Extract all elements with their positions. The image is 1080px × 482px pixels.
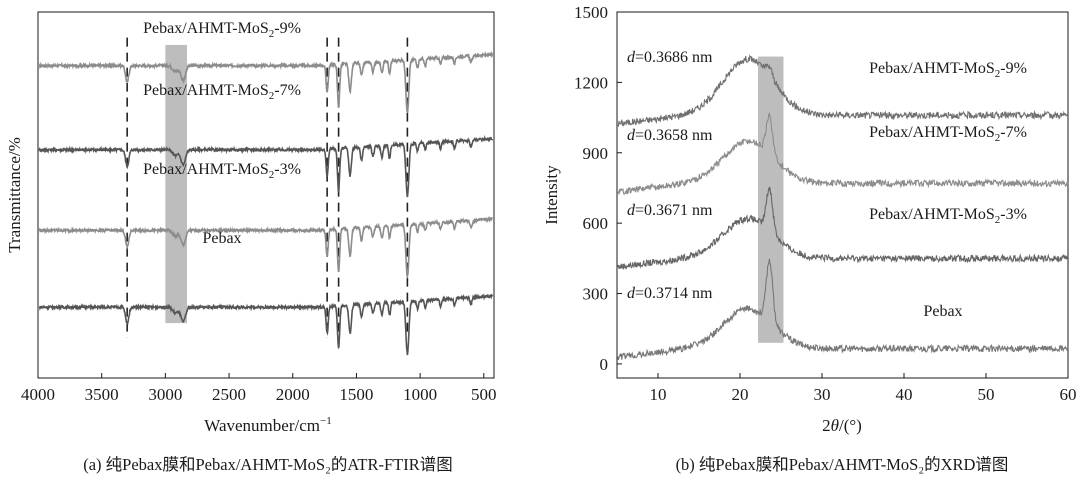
ftir-band-rect <box>165 44 188 324</box>
ftir-x-tick-label-6: 1000 <box>403 385 437 404</box>
ftir-series-labels: Pebax/AHMT-MoS2-9% Pebax/AHMT-MoS2-7% Peba… <box>143 20 301 247</box>
ftir-x-axis-title: Wavenumber/cm−1 <box>204 415 331 435</box>
xrd-y-tick-label-5: 1500 <box>574 3 608 22</box>
xrd-series-labels: d=0.3686 nm Pebax/AHMT-MoS2-9% d=0.3658 nm… <box>627 49 1027 320</box>
ftir-panel: 4000 3500 3000 2500 2000 1500 1000 500 Pebax/AH… <box>5 11 497 474</box>
xrd-y-tick-label-0: 0 <box>600 355 609 374</box>
xrd-x-tick-label-1: 20 <box>732 385 749 404</box>
xrd-x-tick-label-2: 30 <box>814 385 831 404</box>
xrd-x-tick-label-5: 60 <box>1060 385 1077 404</box>
ftir-series-line-1 <box>38 134 494 198</box>
xrd-series-label-3: Pebax <box>923 303 962 320</box>
xrd-series-line-3 <box>617 258 1069 361</box>
ftir-series-line-3 <box>38 293 494 356</box>
ftir-series-label-2: Pebax/AHMT-MoS2-3% <box>143 161 301 181</box>
xrd-d-spacing-label-2: d=0.3671 nm <box>627 202 713 219</box>
xrd-d-spacing-label-0: d=0.3686 nm <box>627 49 713 66</box>
xrd-d-spacing-label-1: d=0.3658 nm <box>627 127 713 144</box>
xrd-series-label-0: Pebax/AHMT-MoS2-9% <box>869 60 1027 80</box>
xrd-d-spacing-label-3: d=0.3714 nm <box>627 285 713 302</box>
ftir-x-ticks: 4000 3500 3000 2500 2000 1500 1000 500 <box>21 373 497 404</box>
xrd-plot-frame <box>616 11 1069 379</box>
xrd-x-ticks: 10 20 30 40 50 60 <box>650 373 1077 404</box>
ftir-x-tick-label-7: 500 <box>471 385 497 404</box>
ftir-x-tick-label-5: 1500 <box>339 385 373 404</box>
xrd-y-axis-title: Intensity <box>542 165 561 225</box>
xrd-y-tick-label-2: 600 <box>583 214 609 233</box>
ftir-series-line-0 <box>38 50 494 114</box>
xrd-series-line-0 <box>617 54 1069 128</box>
ftir-series-line-2 <box>38 215 493 280</box>
ftir-series-label-3: Pebax <box>202 230 241 247</box>
xrd-y-ticks: 0 300 600 900 1200 1500 <box>574 3 622 374</box>
xrd-series-label-1: Pebax/AHMT-MoS2-7% <box>869 124 1027 144</box>
xrd-y-tick-label-3: 900 <box>583 144 609 163</box>
xrd-series-line-1 <box>617 112 1069 195</box>
xrd-x-tick-label-4: 50 <box>978 385 995 404</box>
xrd-series-line-2 <box>617 186 1069 270</box>
xrd-band-rect <box>758 56 784 343</box>
ftir-x-tick-label-3: 2500 <box>212 385 246 404</box>
ftir-x-tick-label-4: 2000 <box>276 385 310 404</box>
ftir-highlight-band <box>165 44 188 324</box>
xrd-caption: (b) 纯Pebax膜和Pebax/AHMT-MoS₂的XRD谱图 <box>676 455 1009 474</box>
ftir-series-label-0: Pebax/AHMT-MoS2-9% <box>143 20 301 40</box>
ftir-caption: (a) 纯Pebax膜和Pebax/AHMT-MoS₂的ATR-FTIR谱图 <box>83 455 453 474</box>
ftir-plot-frame <box>37 11 495 379</box>
xrd-panel: 10 20 30 40 50 60 0 300 600 900 1200 1500 d=0.3686… <box>542 3 1077 474</box>
ftir-x-tick-label-0: 4000 <box>21 385 55 404</box>
ftir-y-axis-title: Transmittance/% <box>5 137 24 253</box>
xrd-highlight-band <box>758 56 784 343</box>
ftir-series-label-1: Pebax/AHMT-MoS2-7% <box>143 82 301 102</box>
ftir-series-lines <box>38 50 494 356</box>
xrd-x-tick-label-3: 40 <box>896 385 913 404</box>
ftir-x-tick-label-2: 3000 <box>148 385 182 404</box>
ftir-x-tick-label-1: 3500 <box>85 385 119 404</box>
xrd-x-tick-label-0: 10 <box>650 385 667 404</box>
xrd-y-tick-label-1: 300 <box>583 285 609 304</box>
xrd-x-axis-title: 2θ/(°) <box>822 416 862 435</box>
xrd-series-lines <box>617 54 1069 361</box>
xrd-series-label-2: Pebax/AHMT-MoS2-3% <box>869 206 1027 226</box>
xrd-y-tick-label-4: 1200 <box>574 73 608 92</box>
